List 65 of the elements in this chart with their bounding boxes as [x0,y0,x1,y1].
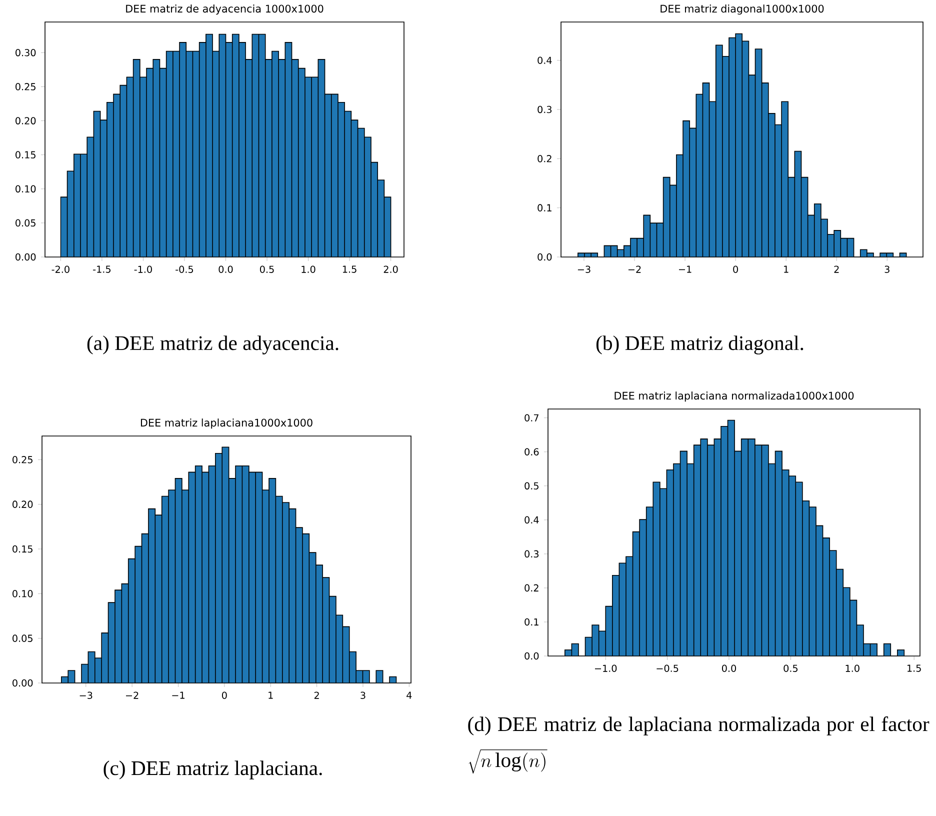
chart-title: DEE matriz de adyacencia 1000x1000 [126,4,324,15]
y-tick-label: 0.25 [12,456,32,464]
y-tick-label: 0.0 [524,652,539,660]
chart-title: DEE matriz laplaciana1000x1000 [140,418,312,429]
y-tick-label: 0.2 [538,155,552,162]
x-tick-label: 1.5 [342,266,356,273]
y-tick-label: 0.4 [524,516,539,524]
y-tick-label: 0.25 [16,83,36,90]
y-tick-label: 0.1 [538,204,552,212]
y-tick-label: 0.2 [524,584,538,592]
y-tick-label: 0.0 [538,253,552,261]
x-tick-label: 0 [222,692,227,699]
y-tick-label: 0.1 [524,618,538,626]
text: $\sqrt{n\log(n)}$ [468,750,548,774]
x-tick-label: -1.0 [134,266,152,273]
y-tick-label: 0.00 [16,253,36,261]
x-tick-label: -1.5 [93,266,110,273]
y-tick-label: 0.05 [16,219,36,227]
y-tick-label: 0.15 [16,151,36,158]
y-tick-label: 0.30 [16,48,36,56]
x-tick-label: 2.0 [384,266,398,273]
x-tick-label: 0.5 [260,266,274,273]
y-tick-label: 0.20 [12,500,33,508]
y-tick-label: 0.3 [524,550,539,558]
x-tick-label: −2 [628,266,641,273]
x-tick-label: -2.0 [52,266,70,273]
x-tick-label: −2 [126,692,138,699]
y-tick-label: 0.00 [12,679,33,687]
x-tick-label: 1.0 [846,664,860,672]
x-tick-label: 0 [733,266,738,273]
x-tick-label: 2 [314,692,319,699]
chart-title: DEE matriz diagonal1000x1000 [660,4,824,15]
y-tick-label: 0.10 [12,590,33,598]
x-tick-label: 4 [406,692,412,699]
x-tick-label: 1.5 [907,664,921,672]
x-tick-label: 0.5 [784,664,798,672]
x-tick-label: 3 [360,692,366,699]
text: (c) DEE matriz laplaciana. [104,760,322,780]
x-tick-label: 1.0 [302,266,316,273]
x-tick-label: −1.0 [594,664,617,672]
y-tick-label: 0.15 [12,545,32,553]
text: (d) DEE matriz de laplaciana normalizada por el factor [468,716,930,736]
text: (a) DEE matriz de adyacencia. [87,336,338,354]
text: (b) DEE matriz diagonal. [596,336,804,354]
x-tick-label: −1 [172,692,184,699]
y-tick-label: 0.10 [16,185,36,192]
x-tick-label: -0.5 [176,266,194,273]
x-tick-label: 0.0 [218,266,233,273]
x-tick-label: −3 [80,692,92,699]
x-tick-label: −1 [678,266,692,273]
x-tick-label: −0.5 [656,664,678,672]
y-tick-label: 0.3 [538,106,552,114]
y-tick-label: 0.6 [524,448,539,456]
x-tick-label: 3 [884,266,890,273]
x-tick-label: 2 [834,266,839,273]
y-tick-label: 0.5 [524,482,538,490]
y-tick-label: 0.7 [524,414,538,422]
y-tick-label: 0.05 [12,634,32,642]
y-tick-label: 0.20 [16,117,36,124]
chart-title: DEE matriz laplaciana normalizada1000x1000 [614,392,854,402]
x-tick-label: −3 [578,266,590,273]
x-tick-label: 1 [784,266,788,273]
y-tick-label: 0.4 [538,56,552,64]
x-tick-label: 1 [268,692,273,699]
x-tick-label: 0.0 [722,664,736,672]
